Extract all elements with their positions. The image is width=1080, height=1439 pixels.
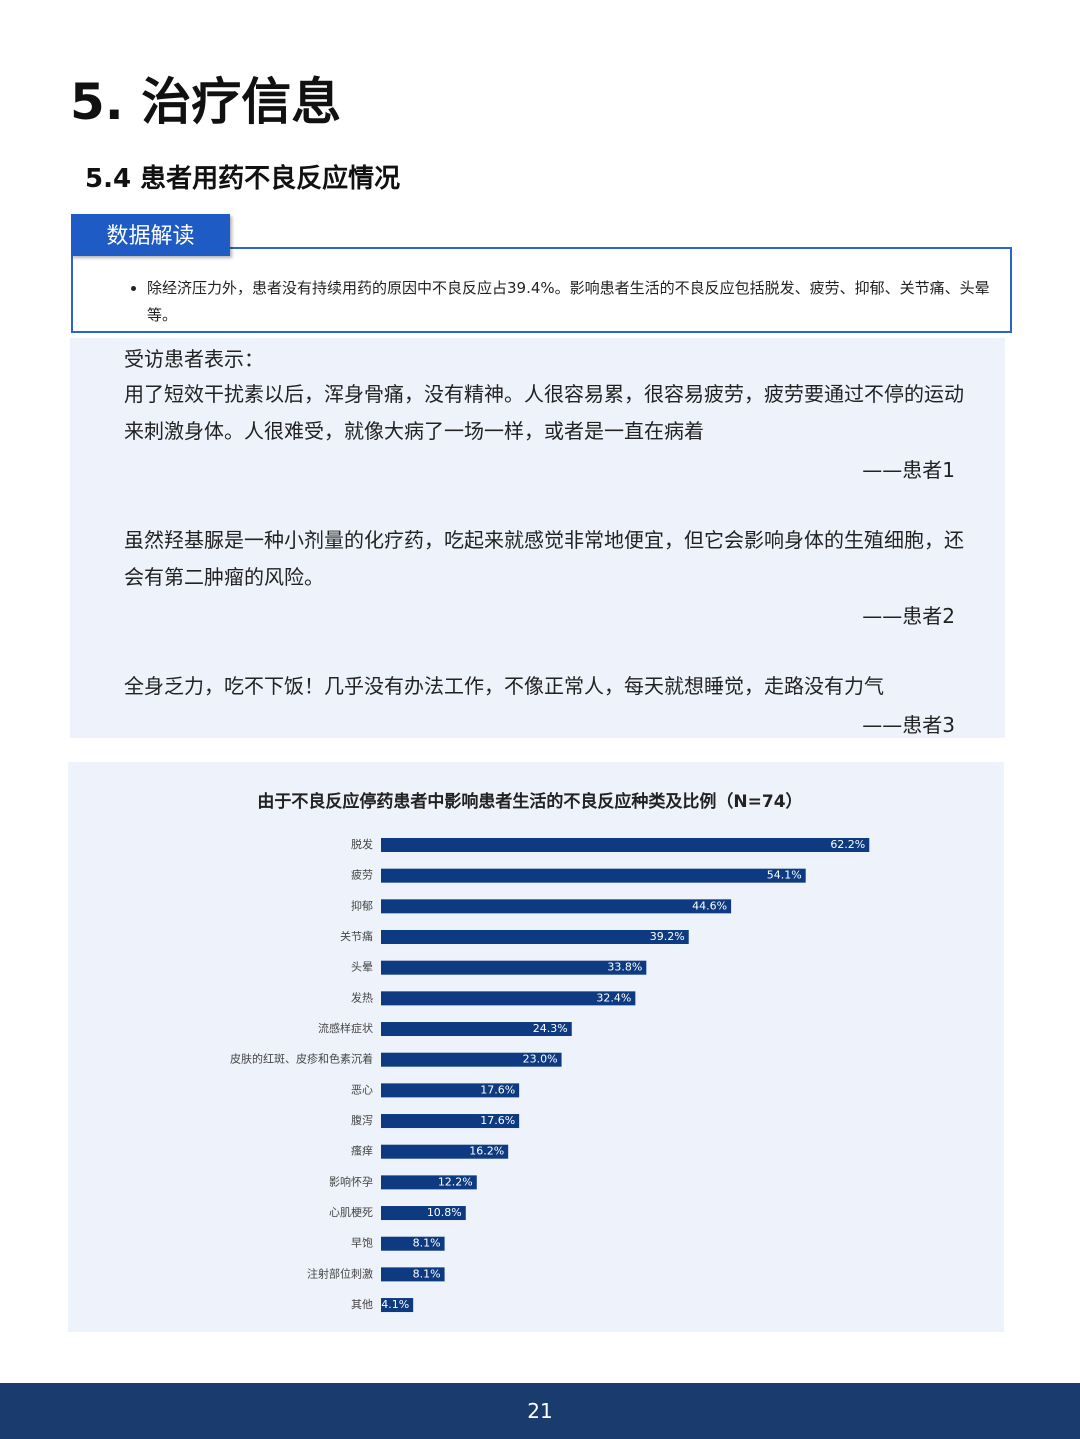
quotes-intro: 受访患者表示： bbox=[124, 347, 264, 371]
value-label: 24.3% bbox=[533, 1022, 568, 1035]
category-label: 注射部位刺激 bbox=[307, 1266, 373, 1280]
value-label: 33.8% bbox=[607, 961, 642, 974]
bar bbox=[381, 1114, 520, 1129]
value-label: 39.2% bbox=[650, 930, 685, 943]
value-label: 17.6% bbox=[480, 1083, 515, 1096]
value-label: 44.6% bbox=[692, 899, 727, 912]
category-label: 瘙痒 bbox=[351, 1144, 373, 1158]
bar bbox=[381, 1206, 466, 1221]
insight-list: 除经济压力外，患者没有持续用药的原因中不良反应占39.4%。影响患者生活的不良反… bbox=[76, 275, 1017, 329]
bar bbox=[381, 1052, 562, 1067]
page-number: 21 bbox=[0, 1383, 1080, 1439]
value-label: 10.8% bbox=[427, 1206, 462, 1219]
quote-source: ——患者1 bbox=[862, 458, 955, 482]
category-label: 影响怀孕 bbox=[329, 1175, 373, 1188]
insight-box bbox=[71, 247, 1012, 333]
category-label: 脱发 bbox=[351, 837, 373, 851]
value-label: 32.4% bbox=[596, 991, 631, 1004]
bar bbox=[381, 899, 732, 914]
bar bbox=[381, 1267, 445, 1282]
bar bbox=[381, 868, 806, 883]
category-label: 头晕 bbox=[351, 961, 373, 974]
bar bbox=[381, 838, 870, 852]
value-label: 12.2% bbox=[438, 1175, 473, 1188]
page-title: 5. 治疗信息 bbox=[70, 73, 342, 131]
category-label: 流感样症状 bbox=[318, 1021, 373, 1035]
category-label: 抑郁 bbox=[351, 898, 373, 912]
quote-text: 用了短效干扰素以后，浑身骨痛，没有精神。人很容易累，很容易疲劳，疲劳要通过不停的… bbox=[124, 382, 964, 443]
bar bbox=[381, 1298, 414, 1313]
bar bbox=[381, 1236, 445, 1251]
value-label: 54.1% bbox=[767, 869, 802, 882]
category-label: 恶心 bbox=[351, 1083, 373, 1096]
insight-bullet: 除经济压力外，患者没有持续用药的原因中不良反应占39.4%。影响患者生活的不良反… bbox=[147, 275, 1017, 329]
bar bbox=[381, 960, 647, 975]
category-label: 心肌梗死 bbox=[329, 1205, 373, 1219]
value-label: 4.1% bbox=[381, 1298, 409, 1311]
bar bbox=[381, 1083, 520, 1098]
bar bbox=[381, 930, 689, 945]
category-label: 腹泻 bbox=[351, 1113, 373, 1127]
category-label: 皮肤的红斑、皮疹和色素沉着 bbox=[230, 1052, 373, 1066]
category-label: 早饱 bbox=[351, 1236, 373, 1250]
quote-text: 全身乏力，吃不下饭！几乎没有办法工作，不像正常人，每天就想睡觉，走路没有力气 bbox=[124, 674, 884, 698]
value-label: 23.0% bbox=[523, 1053, 558, 1066]
category-label: 关节痛 bbox=[340, 929, 373, 943]
insight-tab: 数据解读 bbox=[71, 214, 230, 256]
quotes-panel: 受访患者表示： 用了短效干扰素以后，浑身骨痛，没有精神。人很容易累，很容易疲劳，… bbox=[70, 338, 1005, 738]
bar bbox=[381, 991, 636, 1006]
section-title: 5.4 患者用药不良反应情况 bbox=[85, 164, 401, 194]
value-label: 62.2% bbox=[830, 838, 865, 851]
value-label: 8.1% bbox=[413, 1267, 441, 1280]
value-label: 16.2% bbox=[469, 1145, 504, 1158]
value-label: 8.1% bbox=[413, 1237, 441, 1250]
quote-source: ——患者2 bbox=[862, 604, 955, 628]
chart: 由于不良反应停药患者中影响患者生活的不良反应种类及比例（N=74） 脱发 62.2… bbox=[68, 762, 1004, 1332]
value-label: 17.6% bbox=[480, 1114, 515, 1127]
category-label: 发热 bbox=[351, 990, 373, 1004]
bar bbox=[381, 1175, 477, 1190]
category-label: 疲劳 bbox=[351, 868, 373, 882]
chart-title: 由于不良反应停药患者中影响患者生活的不良反应种类及比例（N=74） bbox=[257, 791, 802, 812]
quote-text: 虽然羟基脲是一种小剂量的化疗药，吃起来就感觉非常地便宜，但它会影响身体的生殖细胞… bbox=[124, 528, 964, 589]
category-label: 其他 bbox=[351, 1298, 373, 1311]
bar bbox=[381, 1144, 509, 1159]
bar bbox=[381, 1022, 572, 1037]
quote-source: ——患者3 bbox=[862, 713, 955, 737]
